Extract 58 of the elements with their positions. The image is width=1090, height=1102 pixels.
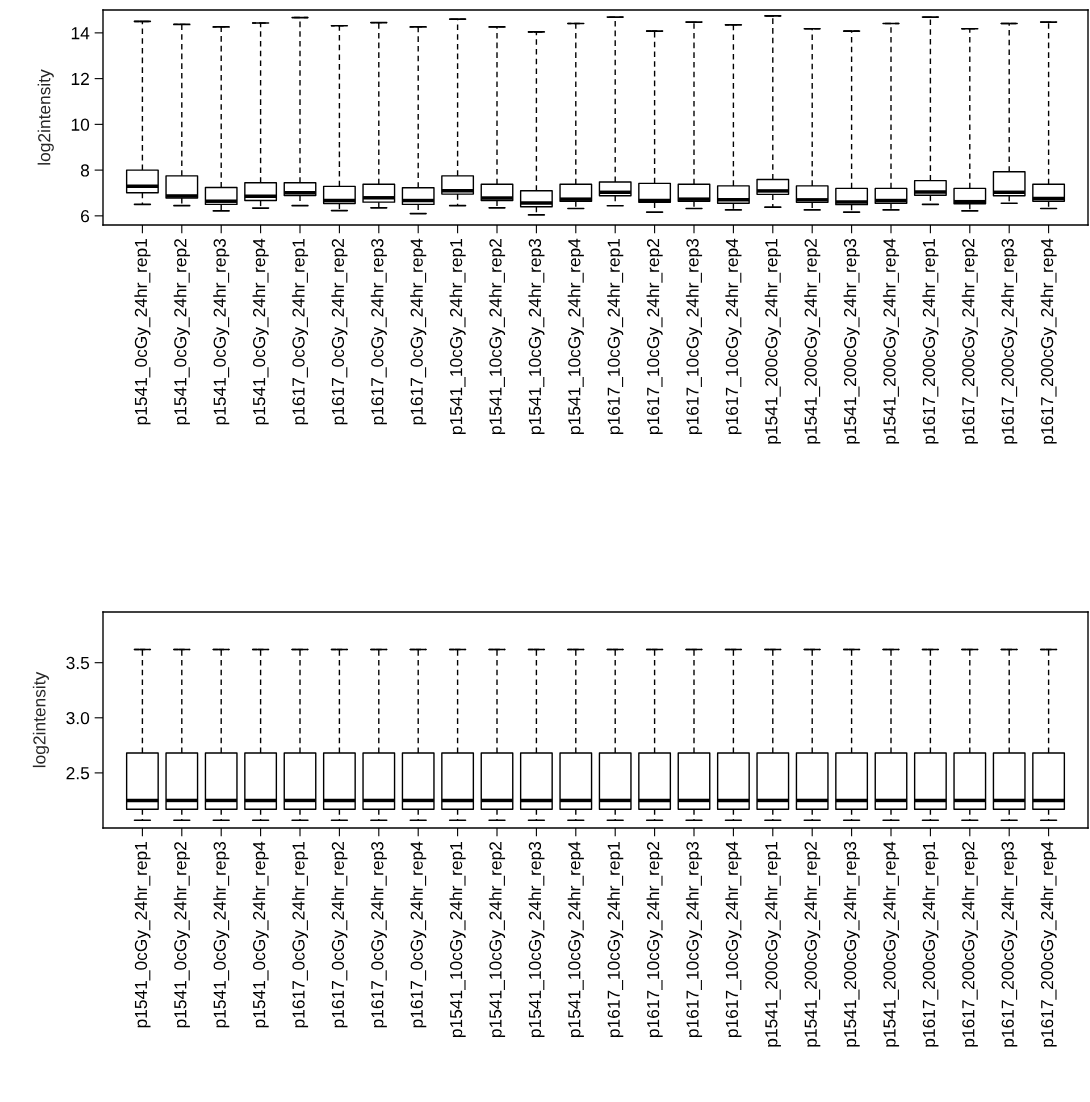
x-tick-label: p1617_10cGy_24hr_rep3 xyxy=(685,841,703,1037)
x-tick-label: p1541_10cGy_24hr_rep4 xyxy=(567,238,584,434)
x-tick-label: p1541_0cGy_24hr_rep4 xyxy=(252,238,269,425)
x-tick-label: p1617_0cGy_24hr_rep2 xyxy=(331,842,348,1028)
x-tick-label: p1541_200cGy_24hr_rep4 xyxy=(882,841,900,1047)
x-tick-label: p1617_200cGy_24hr_rep4 xyxy=(1040,238,1057,444)
x-tick-label: p1617_10cGy_24hr_rep3 xyxy=(685,238,703,434)
x-tick-label: p1617_200cGy_24hr_rep2 xyxy=(961,239,978,444)
x-tick-label: p1541_10cGy_24hr_rep3 xyxy=(528,238,545,434)
y-tick-label: 2.5 xyxy=(66,767,90,780)
y-tick-label: 10 xyxy=(71,118,90,131)
x-tick-label: p1617_10cGy_24hr_rep2 xyxy=(646,842,663,1037)
x-tick-label: p1617_0cGy_24hr_rep3 xyxy=(370,841,387,1028)
x-tick-label: p1617_0cGy_24hr_rep4 xyxy=(410,238,427,425)
x-tick-label: p1617_200cGy_24hr_rep1 xyxy=(922,842,939,1047)
x-tick-label: p1617_200cGy_24hr_rep1 xyxy=(922,239,939,444)
x-tick-label: p1541_0cGy_24hr_rep3 xyxy=(213,238,230,425)
x-tick-label: p1541_10cGy_24hr_rep4 xyxy=(567,841,584,1037)
y-tick-label: 8 xyxy=(80,164,90,177)
x-tick-label: p1617_10cGy_24hr_rep1 xyxy=(607,239,624,434)
x-tick-label: p1541_0cGy_24hr_rep4 xyxy=(252,841,269,1028)
x-tick-label: p1617_200cGy_24hr_rep3 xyxy=(1001,238,1018,444)
x-tick-label: p1617_0cGy_24hr_rep3 xyxy=(370,238,387,425)
x-tick-label: p1617_200cGy_24hr_rep3 xyxy=(1001,841,1018,1047)
x-tick-label: p1541_0cGy_24hr_rep2 xyxy=(173,842,190,1028)
x-tick-label: p1617_10cGy_24hr_rep2 xyxy=(646,239,663,434)
x-tick-label: p1617_0cGy_24hr_rep1 xyxy=(291,239,309,425)
y-axis-title: log2intensity xyxy=(37,69,54,165)
y-tick-label: 3.0 xyxy=(66,711,90,725)
x-tick-label: p1541_200cGy_24hr_rep4 xyxy=(882,238,900,444)
y-tick-label: 12 xyxy=(71,72,89,85)
x-tick-label: p1617_0cGy_24hr_rep4 xyxy=(410,841,427,1028)
x-tick-label: p1617_200cGy_24hr_rep2 xyxy=(961,842,978,1047)
x-tick-label: p1541_0cGy_24hr_rep1 xyxy=(134,842,151,1028)
x-tick-label: p1541_200cGy_24hr_rep3 xyxy=(843,238,860,444)
x-tick-label: p1541_200cGy_24hr_rep1 xyxy=(764,842,781,1047)
x-tick-label: p1541_10cGy_24hr_rep1 xyxy=(449,239,466,434)
x-tick-label: p1541_200cGy_24hr_rep1 xyxy=(764,239,781,444)
x-tick-label: p1541_200cGy_24hr_rep2 xyxy=(804,239,821,444)
x-tick-label: p1617_10cGy_24hr_rep4 xyxy=(725,238,742,434)
x-tick-label: p1541_0cGy_24hr_rep1 xyxy=(134,239,151,425)
x-tick-label: p1541_10cGy_24hr_rep1 xyxy=(449,842,466,1037)
x-tick-label: p1541_10cGy_24hr_rep2 xyxy=(488,842,506,1037)
y-axis-title: log2intensity xyxy=(32,671,50,768)
x-tick-label: p1541_0cGy_24hr_rep2 xyxy=(173,239,190,425)
y-tick-label: 6 xyxy=(81,210,90,223)
x-tick-label: p1541_0cGy_24hr_rep3 xyxy=(213,841,230,1028)
x-tick-label: p1617_10cGy_24hr_rep1 xyxy=(607,842,624,1037)
y-tick-label: 3.5 xyxy=(66,656,90,670)
x-tick-label: p1617_10cGy_24hr_rep4 xyxy=(725,841,742,1037)
x-tick-label: p1541_10cGy_24hr_rep2 xyxy=(488,239,506,434)
x-tick-label: p1541_200cGy_24hr_rep2 xyxy=(804,842,821,1047)
x-tick-label: p1617_0cGy_24hr_rep1 xyxy=(291,842,309,1028)
x-tick-label: p1541_10cGy_24hr_rep3 xyxy=(528,841,545,1037)
x-tick-label: p1617_0cGy_24hr_rep2 xyxy=(331,239,348,425)
x-tick-label: p1541_200cGy_24hr_rep3 xyxy=(843,841,860,1047)
x-tick-label: p1617_200cGy_24hr_rep4 xyxy=(1040,841,1057,1047)
y-tick-label: 14 xyxy=(71,27,90,40)
